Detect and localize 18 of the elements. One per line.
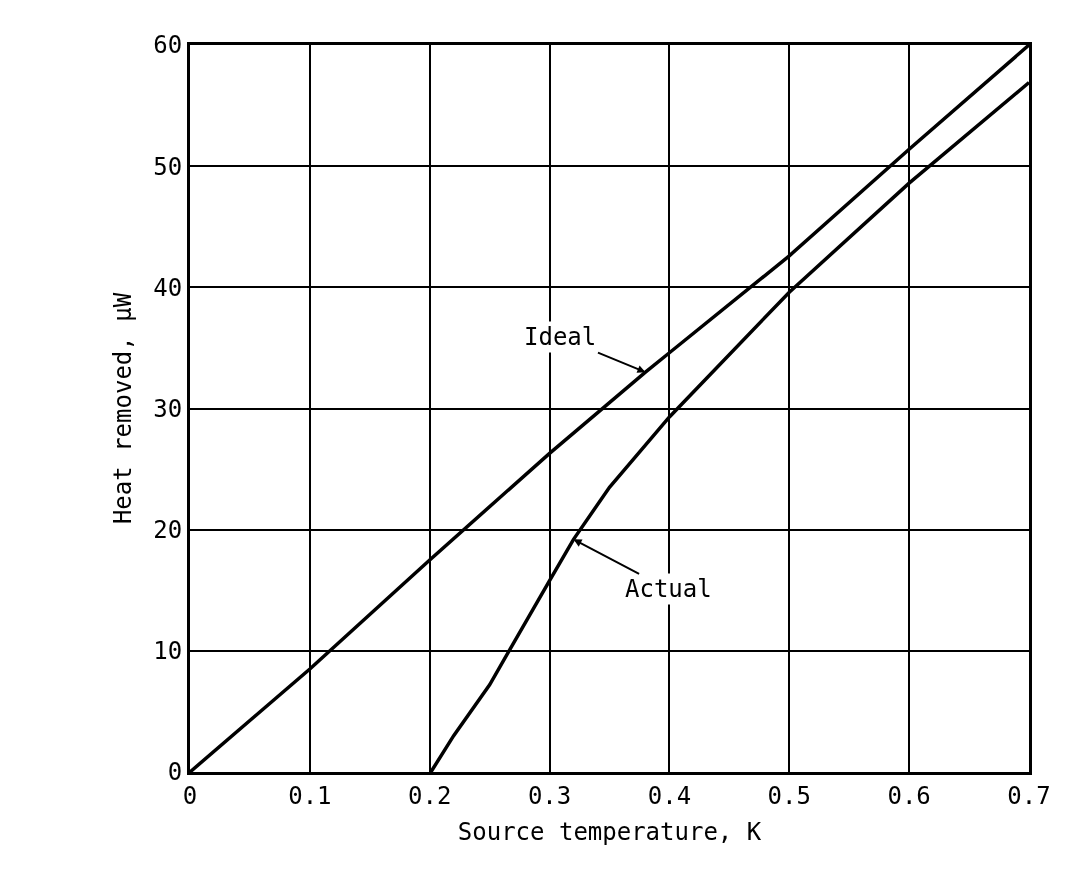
x-tick-label: 0.3 [527,781,572,810]
x-axis-title: Source temperature, K [457,818,762,847]
x-tick-label: 0.4 [647,781,692,810]
y-tick-label: 60 [153,31,183,60]
y-tick-label: 40 [153,273,183,302]
annotation: Actual [625,575,712,603]
x-tick-label: 0.5 [767,781,811,810]
y-tick-label: 0 [167,758,183,787]
y-tick-label: 20 [153,516,183,545]
y-tick-label: 50 [153,152,183,181]
y-axis-title: Heat removed, μW [109,292,138,525]
annotation: Ideal [524,323,597,351]
x-tick-label: 0.2 [408,781,452,810]
y-tick-label: 30 [153,394,183,423]
x-tick-label: 0.1 [288,781,332,810]
x-tick-label: 0.7 [1007,781,1051,810]
x-tick-label: 0.6 [887,781,931,810]
y-tick-label: 10 [153,637,183,666]
